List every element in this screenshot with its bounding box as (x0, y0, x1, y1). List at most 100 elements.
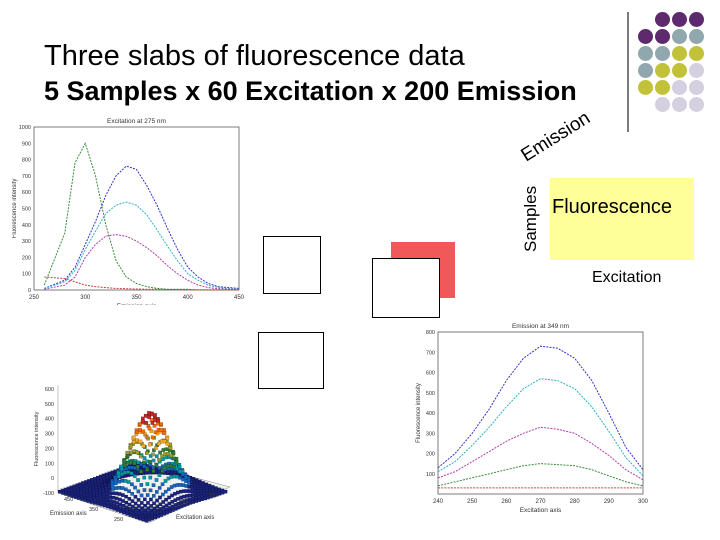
surface-cell (135, 438, 139, 442)
surface-cell (148, 442, 152, 447)
surface-cell (153, 413, 157, 417)
surface-cell (188, 497, 192, 502)
y-tick-label: 400 (22, 223, 31, 229)
surface-cell (151, 458, 156, 463)
surface-cell (165, 442, 170, 446)
surface-cell (165, 436, 170, 440)
surface-cell (126, 480, 131, 484)
plot-frame (33, 126, 240, 291)
surface-cell (161, 457, 165, 461)
surface-cell (181, 472, 185, 477)
surface-cell (148, 475, 153, 480)
surface-cell (123, 479, 128, 483)
series-line (44, 201, 240, 290)
y-tick-label: 0 (28, 288, 31, 294)
surface-cell (158, 502, 163, 507)
surface-cell (142, 460, 146, 465)
surface-cell (159, 513, 163, 517)
surface-cell (169, 464, 173, 468)
surface-cell (130, 492, 134, 496)
surface-cell (133, 474, 137, 478)
surface-cell (152, 494, 156, 498)
z-tick-label: 600 (45, 387, 54, 393)
surface-cell (149, 429, 154, 433)
surface-cell (151, 483, 156, 487)
x-tick-label: 300 (638, 499, 649, 505)
surface-cell (113, 477, 118, 482)
surface-cell (167, 506, 172, 510)
surface-cell (167, 487, 171, 491)
plot-frame (437, 331, 644, 495)
surface-cell (172, 456, 176, 461)
surface-cell (117, 486, 122, 490)
x-tick-label: 250 (467, 499, 478, 505)
surface-cell (145, 468, 149, 472)
surface-cell (136, 489, 141, 494)
z-tick-label: 0 (51, 476, 54, 482)
surface-cell (152, 506, 157, 511)
surface-cell (129, 450, 133, 455)
surface-cell (172, 483, 177, 488)
x-tick-label: 280 (570, 499, 581, 505)
surface-cell (200, 497, 204, 501)
decorative-dot (672, 29, 687, 44)
surface-cell (193, 486, 197, 491)
surface-cell (147, 426, 152, 431)
surface-cell (119, 467, 124, 471)
surface-cell (152, 501, 156, 506)
surface-cell (126, 454, 130, 458)
surface-cell (111, 491, 115, 495)
surface-cell (125, 450, 130, 455)
surface-cell (138, 428, 142, 432)
surface-cell (124, 487, 128, 492)
surface-cell (151, 452, 155, 457)
surface-cell (154, 478, 159, 482)
surface-cell (155, 508, 160, 513)
surface-cell (141, 429, 146, 434)
surface-cell (126, 461, 130, 465)
surface-cell (135, 430, 139, 434)
surface-cell (163, 466, 168, 470)
surface-cell (191, 500, 196, 504)
surface-cell (129, 444, 133, 449)
surface-cell (116, 471, 121, 476)
surface-cell (141, 419, 145, 424)
surface-cell (145, 493, 150, 497)
decorative-dot (655, 46, 670, 61)
surface-cell (168, 446, 173, 450)
surface-cell (143, 503, 147, 508)
surface-cell (133, 495, 138, 499)
surface-cell (123, 470, 127, 475)
surface-cell (158, 450, 162, 455)
surface-cell (109, 502, 113, 507)
decorative-dot (655, 97, 670, 112)
surface-cell (159, 422, 163, 426)
x-tick-label: 450 (234, 295, 245, 301)
surface-cell (157, 473, 162, 477)
surface-cell (172, 465, 176, 469)
series-line (43, 142, 239, 291)
series-line (44, 165, 240, 289)
surface-cell (142, 475, 146, 480)
decorative-dot (672, 97, 687, 112)
surface-cell (150, 435, 155, 440)
y-tick-label: 450 (64, 497, 73, 503)
x-tick-label: 290 (604, 499, 615, 505)
surface-cell (108, 495, 113, 499)
surface-cell (184, 484, 189, 488)
surface-cell (151, 465, 156, 470)
y-tick-label: 800 (22, 158, 31, 164)
surface-cell (153, 430, 158, 434)
surface-cell (164, 497, 168, 502)
x-tick-label: 240 (433, 499, 444, 505)
surface-cell (147, 415, 151, 419)
surface-cell (164, 447, 169, 451)
surface-cell (148, 488, 153, 493)
surface-cell (117, 492, 122, 496)
surface-cell (148, 460, 152, 464)
surface-cell (130, 499, 135, 503)
surface-cell (139, 493, 144, 498)
fluorescence-surface-plot: -100 0 100 200 300 400 500 600 250 300 450 350 250 Ex… (34, 385, 231, 524)
y-tick-label: 300 (426, 431, 435, 437)
slide-subtitle: 5 Samples x 60 Excitation x 200 Emission (44, 76, 577, 106)
